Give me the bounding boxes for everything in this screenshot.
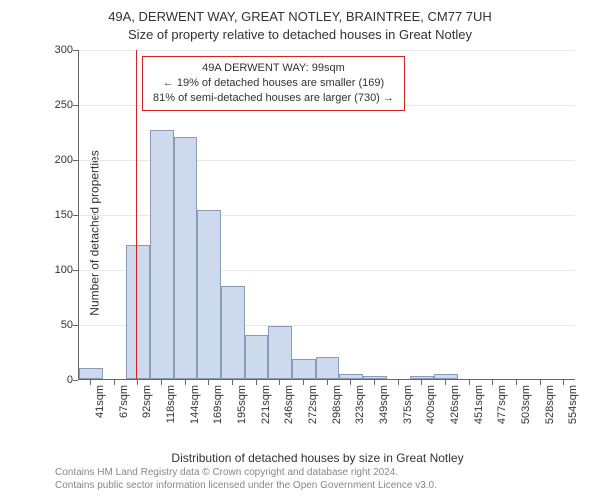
x-tick-label: 426sqm [449, 385, 461, 424]
x-tick-label: 528sqm [544, 385, 556, 424]
y-tick-mark [73, 50, 78, 51]
x-tick-mark [516, 380, 517, 385]
y-tick-label: 300 [55, 44, 73, 56]
x-tick-label: 400sqm [425, 385, 437, 424]
x-tick-mark [563, 380, 564, 385]
histogram-bar [245, 335, 269, 379]
x-tick-label: 272sqm [307, 385, 319, 424]
x-tick-mark [90, 380, 91, 385]
x-tick-mark [208, 380, 209, 385]
histogram-bar [197, 210, 221, 379]
x-tick-label: 67sqm [118, 385, 130, 418]
x-tick-mark [161, 380, 162, 385]
y-tick-mark [73, 380, 78, 381]
x-tick-label: 221sqm [260, 385, 272, 424]
chart-wrapper: Number of detached properties 49A DERWEN… [60, 50, 575, 415]
x-tick-label: 246sqm [283, 385, 295, 424]
y-tick-label: 150 [55, 209, 73, 221]
histogram-bar [292, 359, 316, 379]
x-tick-label: 503sqm [520, 385, 532, 424]
title-address: 49A, DERWENT WAY, GREAT NOTLEY, BRAINTRE… [0, 8, 600, 26]
x-tick-label: 323sqm [354, 385, 366, 424]
y-tick-mark [73, 105, 78, 106]
x-tick-label: 375sqm [402, 385, 414, 424]
y-tick-mark [73, 270, 78, 271]
y-tick-label: 0 [67, 374, 73, 386]
x-tick-label: 554sqm [567, 385, 579, 424]
histogram-bar [126, 245, 150, 379]
histogram-bar [316, 357, 340, 379]
x-tick-label: 92sqm [141, 385, 153, 418]
x-tick-mark [398, 380, 399, 385]
histogram-bar [434, 374, 458, 380]
y-tick-mark [73, 325, 78, 326]
x-tick-label: 144sqm [189, 385, 201, 424]
annotation-line1: 49A DERWENT WAY: 99sqm [153, 61, 394, 76]
y-tick-label: 50 [61, 319, 73, 331]
x-tick-mark [350, 380, 351, 385]
x-tick-mark [540, 380, 541, 385]
x-tick-label: 349sqm [378, 385, 390, 424]
chart-title-block: 49A, DERWENT WAY, GREAT NOTLEY, BRAINTRE… [0, 0, 600, 44]
y-tick-mark [73, 215, 78, 216]
histogram-bar [363, 376, 387, 379]
histogram-bar [339, 374, 363, 380]
x-tick-mark [327, 380, 328, 385]
x-tick-mark [279, 380, 280, 385]
footer-attribution: Contains HM Land Registry data © Crown c… [55, 466, 437, 492]
histogram-bar [174, 137, 198, 379]
x-tick-mark [114, 380, 115, 385]
gridline [79, 50, 575, 51]
y-tick-label: 200 [55, 154, 73, 166]
x-tick-label: 118sqm [165, 385, 177, 423]
annotation-line2: ← 19% of detached houses are smaller (16… [153, 76, 394, 91]
x-tick-label: 41sqm [94, 385, 106, 418]
y-tick-mark [73, 160, 78, 161]
x-tick-mark [421, 380, 422, 385]
title-subtitle: Size of property relative to detached ho… [0, 26, 600, 44]
y-tick-label: 100 [55, 264, 73, 276]
x-tick-label: 169sqm [212, 385, 224, 424]
x-tick-mark [303, 380, 304, 385]
histogram-bar [410, 376, 434, 379]
footer-line1: Contains HM Land Registry data © Crown c… [55, 466, 437, 479]
x-tick-mark [374, 380, 375, 385]
x-tick-label: 195sqm [236, 385, 248, 424]
annotation-box: 49A DERWENT WAY: 99sqm ← 19% of detached… [142, 56, 405, 111]
y-tick-label: 250 [55, 99, 73, 111]
x-tick-mark [492, 380, 493, 385]
x-tick-label: 451sqm [473, 385, 485, 424]
histogram-bar [221, 286, 245, 380]
histogram-bar [268, 326, 292, 379]
x-tick-mark [232, 380, 233, 385]
x-tick-label: 477sqm [496, 385, 508, 424]
histogram-bar [150, 130, 174, 379]
x-tick-mark [445, 380, 446, 385]
x-tick-mark [469, 380, 470, 385]
annotation-line3: 81% of semi-detached houses are larger (… [153, 91, 394, 106]
x-tick-mark [137, 380, 138, 385]
footer-line2: Contains public sector information licen… [55, 479, 437, 492]
x-tick-label: 298sqm [331, 385, 343, 424]
x-axis-label: Distribution of detached houses by size … [171, 451, 463, 465]
x-tick-mark [256, 380, 257, 385]
histogram-bar [79, 368, 103, 379]
x-tick-mark [185, 380, 186, 385]
reference-line [136, 50, 137, 379]
